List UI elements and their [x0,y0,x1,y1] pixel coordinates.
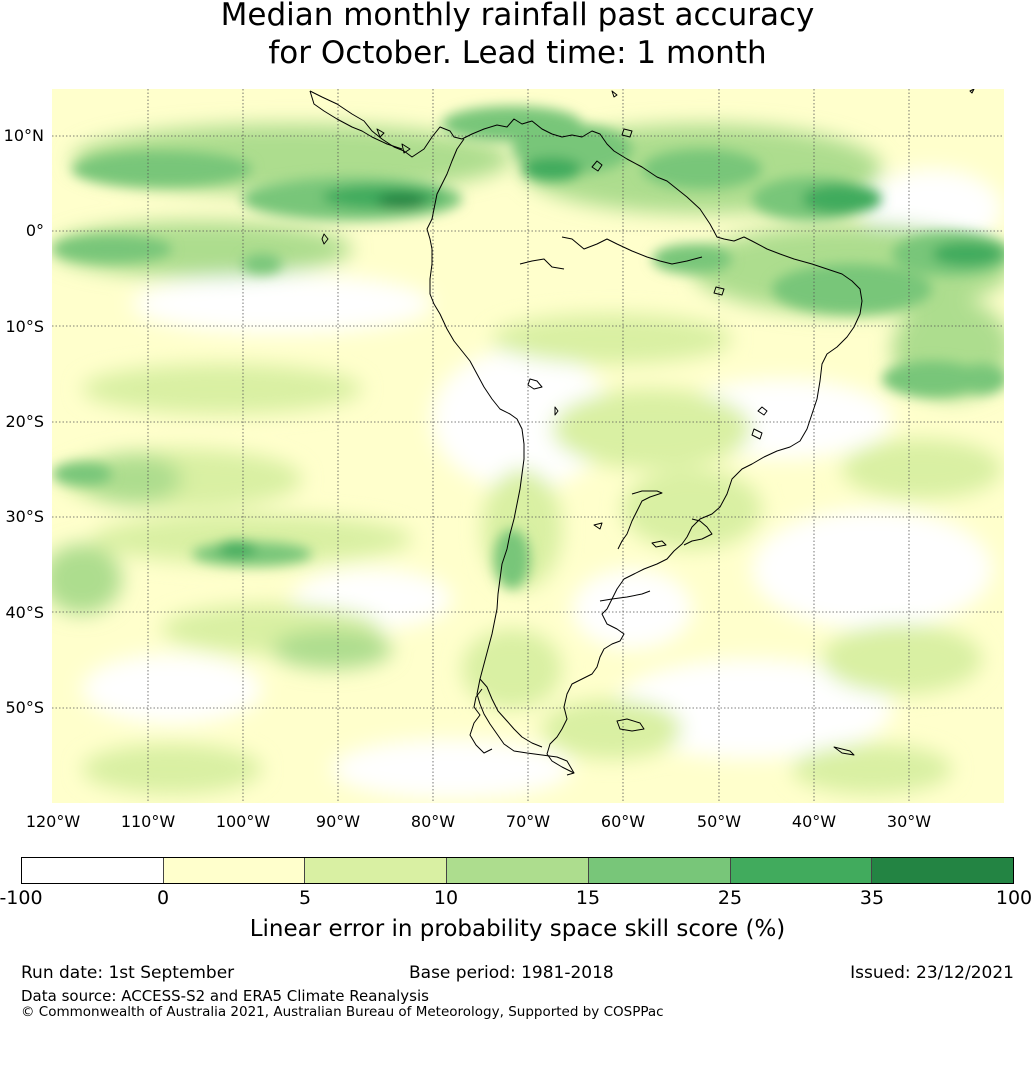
base-period: Base period: 1981-2018 [409,963,614,983]
colorbar-segment-7 [872,858,1014,883]
lat-label-50s: 50°S [5,698,44,717]
lat-label-10s: 10°S [5,317,44,336]
lon-label-120w: 120°W [25,812,81,831]
colorbar-tick: 15 [575,887,601,909]
colorbar-label: Linear error in probability space skill … [249,916,786,942]
lon-label-100w: 100°W [215,812,271,831]
issued-date: Issued: 23/12/2021 [850,963,1014,983]
lat-label-10n: 10°N [3,126,44,145]
colorbar-tick: 5 [298,887,312,909]
colorbar-tick: 10 [433,887,459,909]
chart-title: Median monthly rainfall past accuracy fo… [0,0,1035,72]
lat-label-20s: 20°S [5,412,44,431]
colorbar-tick: 35 [859,887,885,909]
lon-label-70w: 70°W [505,812,551,831]
graticule [52,89,1004,803]
copyright: © Commonwealth of Australia 2021, Austra… [21,1004,664,1020]
colorbar [21,857,1014,884]
lon-label-30w: 30°W [886,812,932,831]
data-source: Data source: ACCESS-S2 and ERA5 Climate … [21,987,429,1005]
colorbar-tick: 25 [717,887,743,909]
lon-label-50w: 50°W [696,812,742,831]
rainfall-skill-map [52,89,1004,803]
lat-label-30s: 30°S [5,507,44,526]
title-line-2: for October. Lead time: 1 month [268,35,767,71]
lat-label-40s: 40°S [5,603,44,622]
colorbar-segment-4 [447,858,589,883]
colorbar-tick: -100 [0,887,43,909]
colorbar-tick: 0 [156,887,170,909]
lon-label-90w: 90°W [315,812,361,831]
lon-label-40w: 40°W [791,812,837,831]
run-date: Run date: 1st September [21,963,235,983]
skill-field [52,106,1004,799]
colorbar-tick: 100 [995,887,1033,909]
colorbar-segment-6 [730,858,873,883]
lat-label-0: 0° [25,221,44,240]
colorbar-segment-2 [163,858,306,883]
colorbar-segment-3 [305,858,448,883]
lon-label-110w: 110°W [120,812,176,831]
title-line-1: Median monthly rainfall past accuracy [220,0,815,33]
lon-label-60w: 60°W [600,812,646,831]
lon-label-80w: 80°W [410,812,456,831]
colorbar-segment-1 [22,858,164,883]
colorbar-segment-5 [588,858,731,883]
coastline [309,89,975,776]
